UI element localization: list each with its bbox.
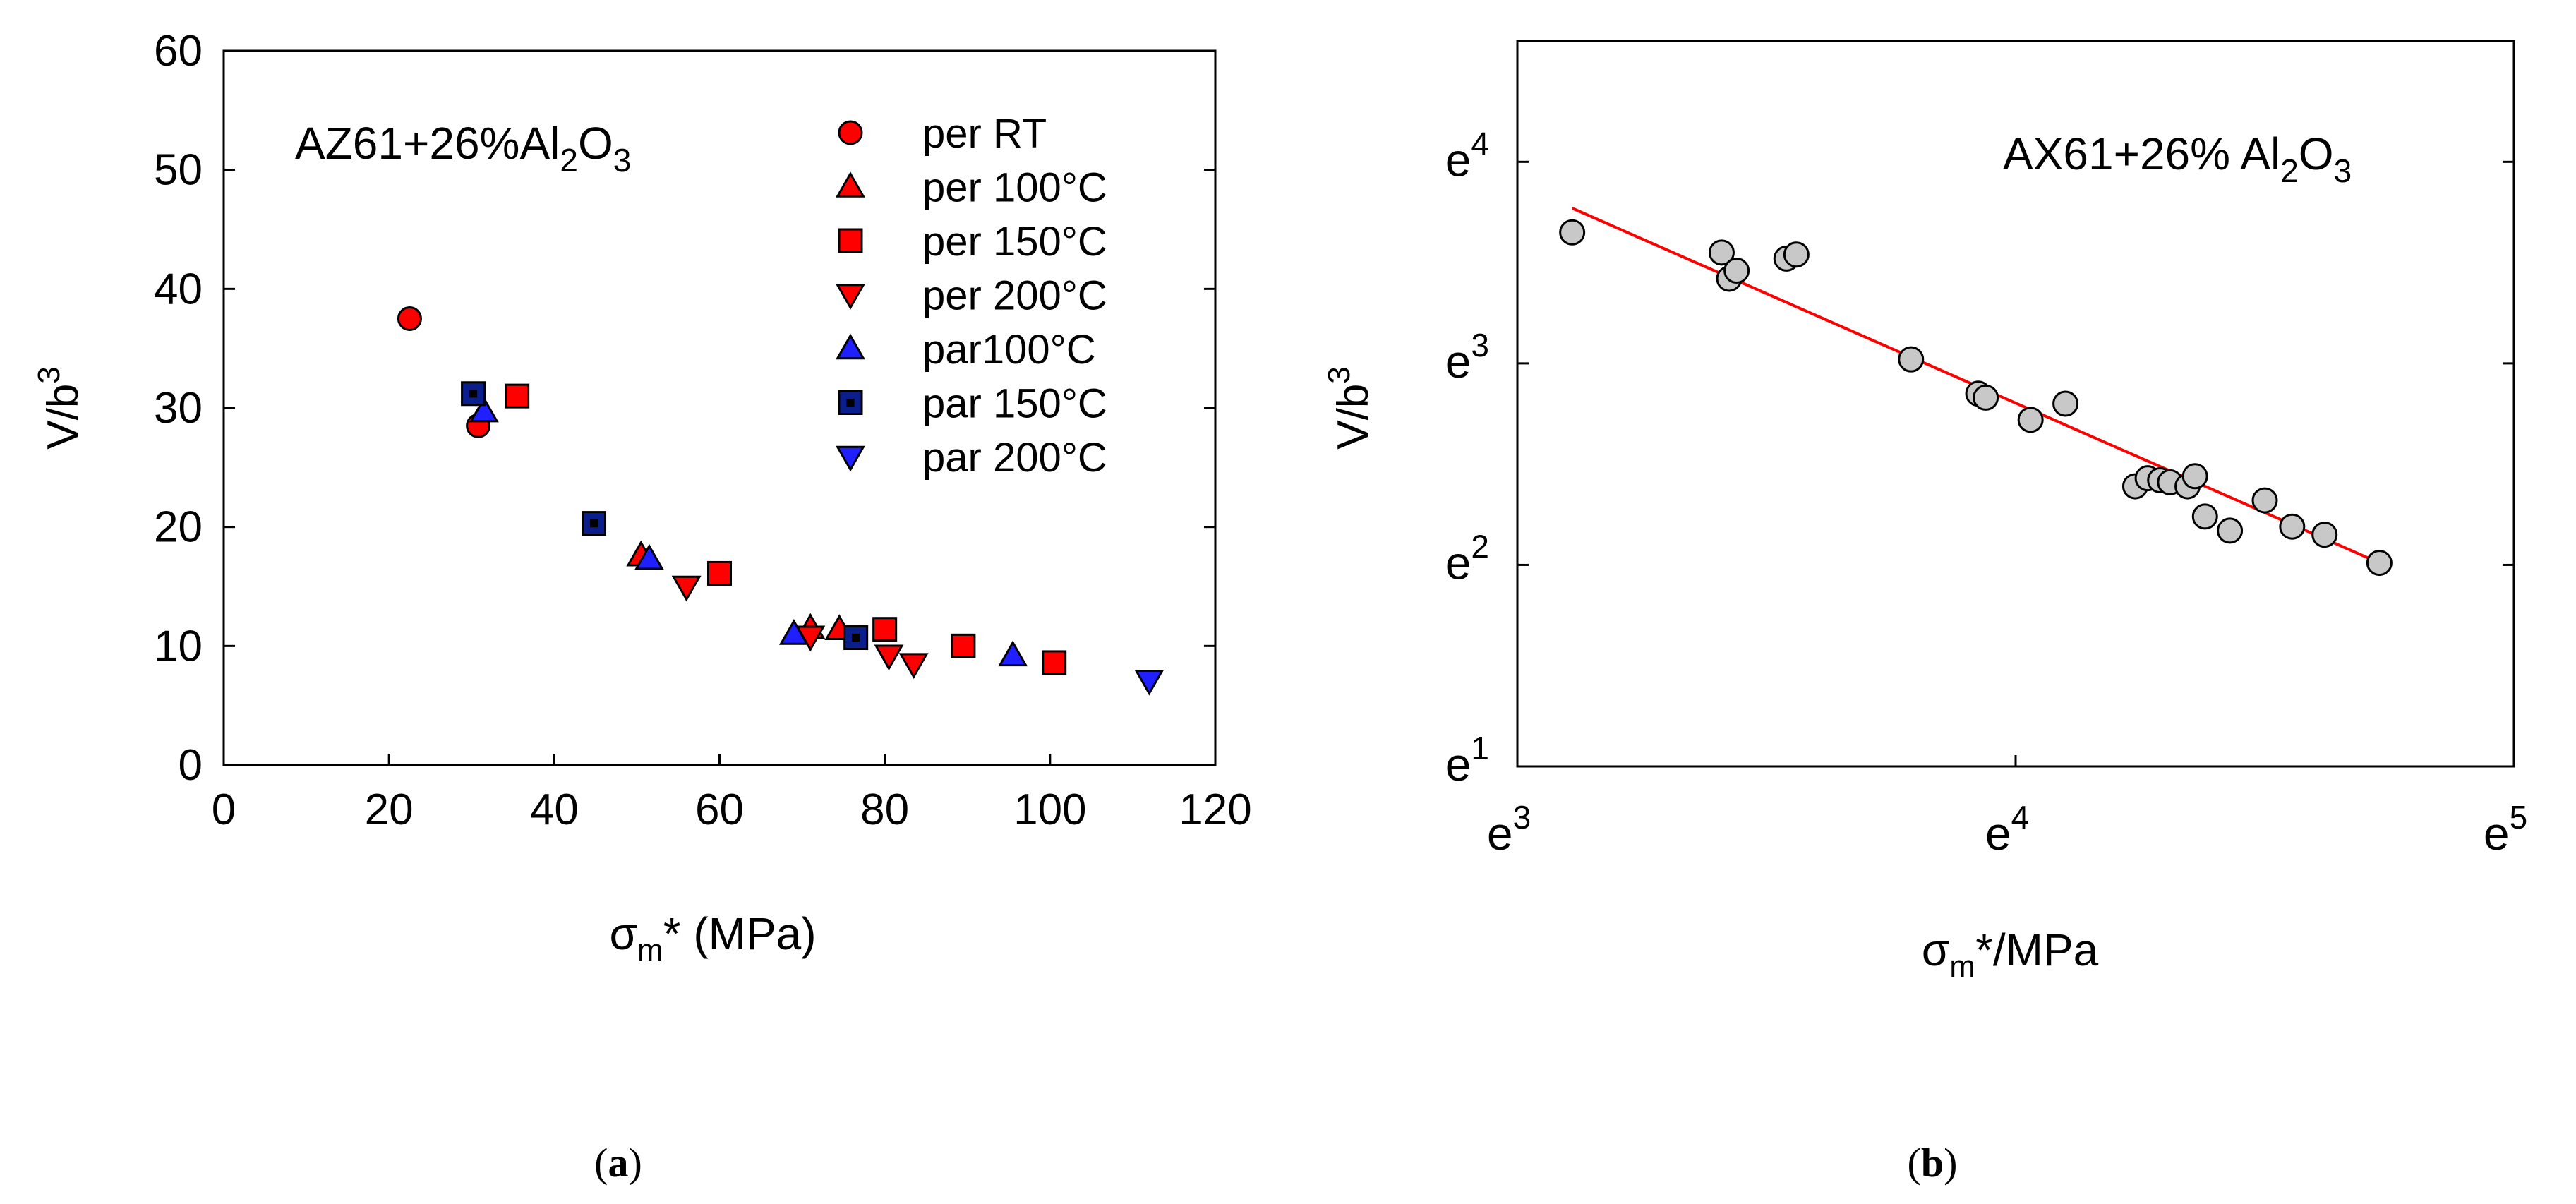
panel-a-y-label: V/b3: [32, 366, 88, 450]
panel-a-point: [874, 644, 904, 671]
panel-b-point: [2366, 550, 2393, 577]
panel-a-point: [898, 653, 929, 680]
panel-a-y-tick-label: 10: [154, 622, 203, 670]
panel-b-point: [2279, 513, 2306, 540]
legend-label: per RT: [922, 111, 1047, 157]
panel-b-point: [1559, 219, 1586, 246]
panel-a-x-tick-label: 120: [1179, 785, 1251, 834]
panel-a-point: [634, 543, 664, 570]
panel-b-y-tick-label: e1: [1445, 730, 1489, 790]
legend-marker-hatch: [846, 398, 855, 407]
legend-label: par 200°C: [922, 435, 1107, 481]
panel-b-y-tick-label: e3: [1445, 327, 1489, 387]
panel-a-x-tick-label: 0: [212, 785, 236, 834]
panel-a-point: [707, 560, 732, 586]
legend-marker: [836, 445, 865, 472]
legend-marker: [836, 333, 865, 360]
legend-marker: [838, 120, 863, 145]
panel-a-x-tick-label: 20: [365, 785, 414, 834]
panel-a-x-tick-label: 100: [1013, 785, 1086, 834]
legend-marker: [838, 228, 863, 253]
panel-a-point: [505, 383, 530, 409]
panel-b-point: [1898, 346, 1925, 373]
panel-a-point: [872, 617, 898, 642]
legend-label: per 100°C: [922, 165, 1107, 211]
panel-b-point: [2217, 517, 2244, 544]
panel-a-point-hatch: [469, 390, 478, 398]
panel-a-point: [461, 381, 486, 407]
panel-b-x-tick-label: e3: [1487, 799, 1531, 860]
panel-a-y-tick-label: 0: [179, 741, 203, 790]
panel-a-markers: [397, 306, 1164, 696]
panel-a-point: [1042, 650, 1067, 675]
panel-b-point: [2017, 407, 2044, 433]
panel-b-point: [2311, 522, 2338, 548]
panel-b-point: [1783, 241, 1810, 268]
panel-b-point: [1708, 239, 1735, 266]
panel-a-x-tick-label: 60: [695, 785, 744, 834]
panel-a-y-tick-label: 50: [154, 146, 203, 195]
panel-b-y-label: V/b3: [1322, 366, 1378, 450]
panel-b-x-tick-label: e5: [2484, 799, 2527, 860]
panel-a-point: [671, 575, 702, 602]
panel-a-point-hatch: [852, 633, 860, 642]
panel-a-point-hatch: [589, 519, 598, 528]
panel-b-y-tick-label: e4: [1445, 125, 1489, 186]
panel-b-point: [2251, 487, 2278, 514]
legend-marker: [836, 171, 865, 198]
panel-a-y-tick-label: 20: [154, 503, 203, 552]
panel-a-point: [998, 640, 1028, 667]
panel-b-annotation: AX61+26% Al2O3: [2003, 128, 2352, 189]
panel-a-point: [397, 306, 422, 331]
panel-a-x-tick-label: 40: [530, 785, 579, 834]
panel-a-y-tick-label: 60: [154, 27, 203, 76]
panel-a-y-tick-label: 30: [154, 384, 203, 433]
legend-label: per 150°C: [922, 219, 1107, 265]
legend-marker: [836, 284, 865, 310]
panel-a-legend: per RT per 100°C per 150°C per 200°C par100°…: [836, 111, 1107, 481]
panel-b-markers: [1559, 219, 2393, 577]
panel-b-point: [2181, 463, 2208, 490]
panel-a-point: [469, 396, 499, 423]
panel-a-y-axis: 0 10 20 30 40 50 60: [154, 27, 1215, 790]
panel-b-point: [1723, 258, 1750, 284]
panel-a-x-tick-label: 80: [860, 785, 909, 834]
panel-a-point: [1134, 669, 1164, 696]
panel-b-point: [1973, 384, 1999, 411]
panel-a-point: [778, 619, 809, 645]
legend-label: par100°C: [922, 327, 1096, 373]
panel-b: e3 e4 e5 e1 e2 e3 e4 AX61+26% Al2O3 V/b3 σm*/…: [1322, 40, 2527, 1186]
legend-label: per 200°C: [922, 273, 1107, 319]
panel-b-y-axis: e1 e2 e3 e4: [1445, 125, 2514, 790]
panel-a-annotation: AZ61+26%Al2O3: [295, 118, 631, 179]
panel-a-x-label: σm* (MPa): [609, 908, 816, 968]
panel-b-x-tick-label: e4: [1985, 799, 2029, 860]
panel-b-y-tick-label: e2: [1445, 528, 1489, 589]
panel-a-point: [951, 633, 976, 658]
panel-b-point: [2052, 390, 2079, 417]
legend-label: par 150°C: [922, 381, 1107, 427]
panel-a-caption: (a): [594, 1140, 642, 1186]
panel-a-y-tick-label: 40: [154, 265, 203, 313]
panel-b-x-axis: e3 e4 e5: [1487, 755, 2527, 860]
panel-a-x-axis: 0 20 40 60 80 100 120: [212, 754, 1252, 834]
panel-b-caption: (b): [1908, 1140, 1958, 1186]
panel-b-x-label: σm*/MPa: [1922, 925, 2099, 984]
panel-b-point: [2191, 503, 2218, 530]
